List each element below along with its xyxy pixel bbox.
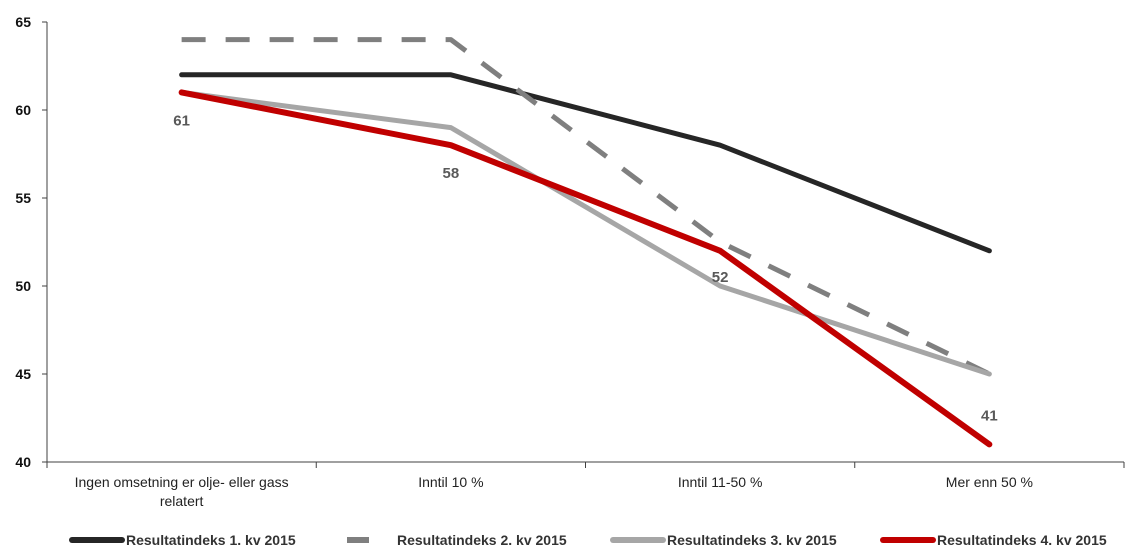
y-tick-label: 40 <box>15 454 31 470</box>
series-line-2 <box>181 37 991 377</box>
series-line-3 <box>179 89 992 377</box>
y-tick-label: 65 <box>15 14 31 30</box>
axes: 40 45 50 55 60 65 Ingen omsetning er olje- ell… <box>15 14 1125 509</box>
legend-label-2: Resultatindeks 2. kv 2015 <box>397 532 567 548</box>
y-tick-label: 50 <box>15 278 31 294</box>
data-label: 61 <box>173 112 190 129</box>
x-category-label-line: Ingen omsetning er olje- eller gass <box>75 474 289 490</box>
x-category-label: Mer enn 50 % <box>946 474 1033 490</box>
data-labels: 61 58 52 41 <box>173 112 997 424</box>
legend-label-1: Resultatindeks 1. kv 2015 <box>126 532 296 548</box>
data-label: 58 <box>443 165 460 182</box>
y-tick-label: 55 <box>15 190 31 206</box>
legend-label-3: Resultatindeks 3. kv 2015 <box>667 532 837 548</box>
data-label: 52 <box>712 269 729 286</box>
x-category-label: Ingen omsetning er olje- eller gass relat… <box>75 474 289 509</box>
x-category-label: Inntil 11-50 % <box>678 474 763 490</box>
series-lines <box>178 37 993 448</box>
x-category-label: Inntil 10 % <box>418 474 483 490</box>
y-tick-label: 60 <box>15 102 31 118</box>
x-category-label-line: relatert <box>160 493 204 509</box>
legend-label-4: Resultatindeks 4. kv 2015 <box>937 532 1107 548</box>
data-label: 41 <box>981 407 998 424</box>
y-tick-label: 45 <box>15 366 31 382</box>
legend: Resultatindeks 1. kv 2015 Resultatindeks … <box>69 532 1107 548</box>
series-line-1 <box>179 72 992 254</box>
series-line-4 <box>178 89 993 448</box>
